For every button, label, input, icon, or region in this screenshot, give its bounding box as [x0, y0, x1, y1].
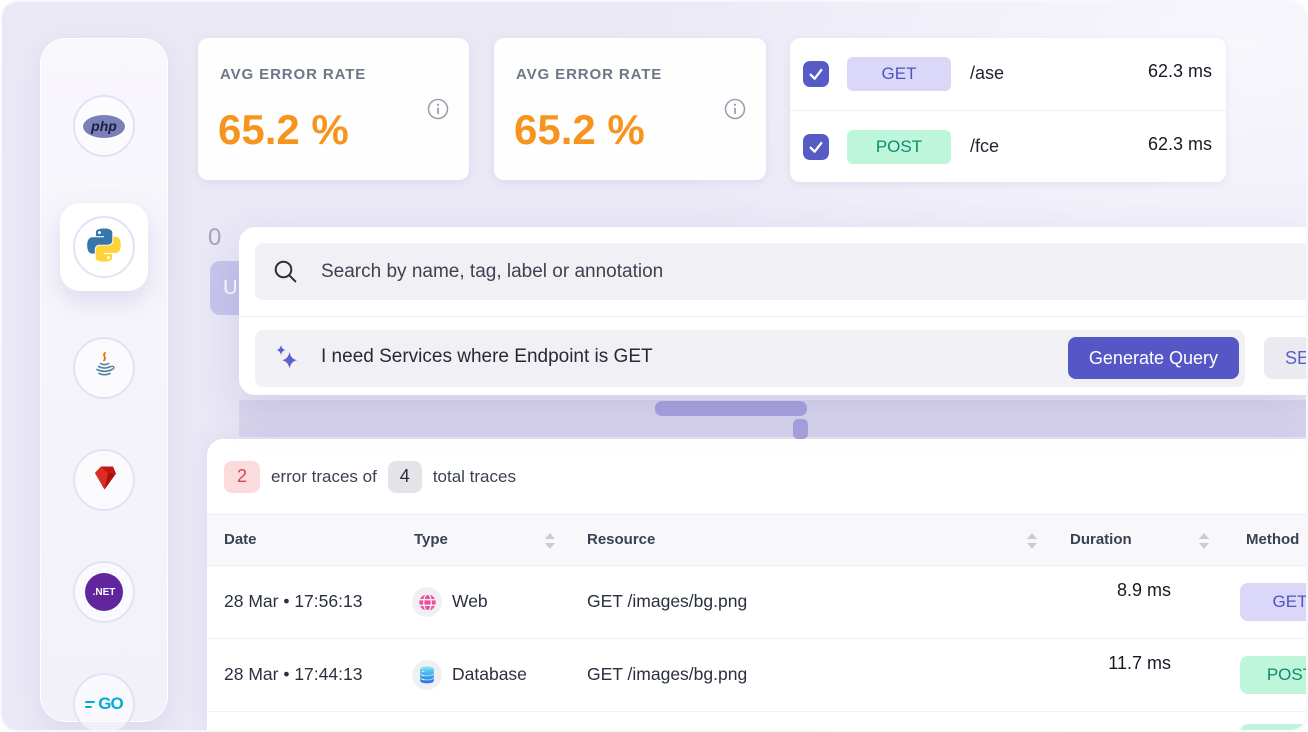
python-ring [73, 216, 135, 278]
trace-resource: GET /images/bg.png [587, 591, 748, 611]
info-icon[interactable] [724, 98, 746, 120]
total-count-badge: 4 [387, 460, 422, 493]
search-card: I need Services where Endpoint is GET Ge… [239, 227, 1306, 395]
error-count-text: error traces of [271, 466, 377, 486]
endpoint-duration: 62.3 ms [1102, 134, 1212, 155]
avg-error-rate-card-2: AVG ERROR RATE 65.2 % [494, 38, 766, 180]
table-header-row: Date Type Resource Duration Method [207, 514, 1306, 566]
dotnet-ring: .NET [73, 561, 135, 623]
generate-query-button[interactable]: Generate Query [1067, 337, 1239, 379]
sidebar-item-dotnet[interactable]: .NET [73, 561, 135, 623]
stat-label: AVG ERROR RATE [220, 66, 367, 83]
column-header-type[interactable]: Type [414, 531, 448, 548]
ai-query-bar[interactable]: I need Services where Endpoint is GET Ge… [255, 330, 1245, 387]
sidebar-item-ruby[interactable] [73, 449, 135, 511]
endpoint-path: /fce [970, 136, 1000, 156]
endpoint-row-get[interactable]: GET /ase 62.3 ms [790, 38, 1226, 110]
info-icon[interactable] [427, 98, 449, 120]
go-logo-text: GO [98, 694, 123, 713]
duration-value: 11.7 ms [1108, 653, 1171, 673]
stat-value: 65.2 % [514, 106, 645, 153]
error-count-badge: 2 [224, 460, 260, 493]
python-icon [87, 228, 121, 267]
table-row[interactable]: 28 Mar • 17:44:13 Database GET /images/b… [207, 639, 1306, 712]
stat-value: 65.2 % [218, 106, 349, 153]
sort-icon[interactable] [1027, 533, 1037, 549]
endpoint-path: /ase [970, 63, 1005, 83]
trace-type: Web [452, 591, 488, 611]
stat-label: AVG ERROR RATE [516, 66, 663, 83]
traces-table-card: 2 error traces of 4 total traces Date Ty… [207, 439, 1306, 730]
ruby-icon [89, 463, 119, 498]
endpoint-row-post[interactable]: POST /fce 62.3 ms [790, 110, 1226, 182]
duration-value: 62.3 ms [1147, 134, 1212, 154]
globe-icon [412, 587, 442, 617]
endpoint-duration: 62.3 ms [1102, 61, 1212, 82]
trace-resource: GET /images/bg.png [587, 664, 748, 684]
traces-summary: 2 error traces of 4 total traces [207, 439, 1306, 514]
method-badge-post: POST [847, 130, 951, 164]
sort-icon[interactable] [545, 533, 555, 549]
divider [239, 316, 1306, 317]
table-row-partial[interactable]: POST [207, 712, 1306, 730]
column-header-date[interactable]: Date [224, 531, 257, 548]
trace-duration: 11.7 ms [1065, 653, 1171, 674]
sort-icon[interactable] [1199, 533, 1209, 549]
database-icon [412, 660, 442, 690]
method-badge-post: POST [1240, 724, 1306, 730]
background-count-label: 0 [208, 224, 222, 251]
sidebar-item-java[interactable] [73, 337, 135, 399]
go-icon: GO [85, 694, 124, 714]
total-count-text: total traces [432, 466, 516, 486]
language-sidebar: php [40, 38, 168, 730]
column-header-resource[interactable]: Resource [587, 531, 656, 548]
dotnet-icon: .NET [85, 573, 123, 611]
table-row[interactable]: 28 Mar • 17:56:13 Web GET /images/bg.png… [207, 566, 1306, 639]
method-badge-get: GET [847, 57, 951, 91]
background-chart-nub [793, 419, 808, 439]
trace-duration: 8.9 ms [1065, 580, 1171, 601]
search-input[interactable] [255, 243, 1306, 300]
sidebar-item-go[interactable]: GO [73, 673, 135, 730]
checkbox-checked-icon[interactable] [803, 134, 829, 160]
duration-value: 62.3 ms [1147, 61, 1212, 81]
go-ring: GO [73, 673, 135, 730]
background-chart-bar [655, 401, 807, 416]
php-icon: php [81, 112, 127, 140]
search-field[interactable] [255, 243, 1306, 300]
trace-type: Database [452, 664, 527, 684]
avg-error-rate-card-1: AVG ERROR RATE 65.2 % [198, 38, 469, 180]
method-badge-post: POST [1240, 656, 1306, 694]
sparkle-icon [272, 344, 301, 373]
ruby-ring [73, 449, 135, 511]
background-chart-strip [239, 400, 1306, 439]
php-ring: php [73, 95, 135, 157]
java-icon [88, 350, 120, 387]
duration-value: 8.9 ms [1116, 580, 1171, 600]
sidebar-item-php[interactable]: php [73, 95, 135, 157]
column-header-method[interactable]: Method [1246, 531, 1300, 548]
secondary-search-button[interactable]: SE [1264, 337, 1306, 379]
ai-query-text[interactable]: I need Services where Endpoint is GET [321, 346, 653, 367]
java-ring [73, 337, 135, 399]
go-speed-lines [85, 700, 96, 708]
trace-date: 28 Mar • 17:44:13 [224, 664, 363, 684]
method-badge-get: GET [1240, 583, 1306, 621]
endpoints-panel: GET /ase 62.3 ms POST /fce 62.3 ms [790, 38, 1226, 182]
checkbox-checked-icon[interactable] [803, 61, 829, 87]
trace-date: 28 Mar • 17:56:13 [224, 591, 363, 611]
sidebar-item-python[interactable] [60, 203, 148, 291]
column-header-duration[interactable]: Duration [1070, 531, 1132, 548]
